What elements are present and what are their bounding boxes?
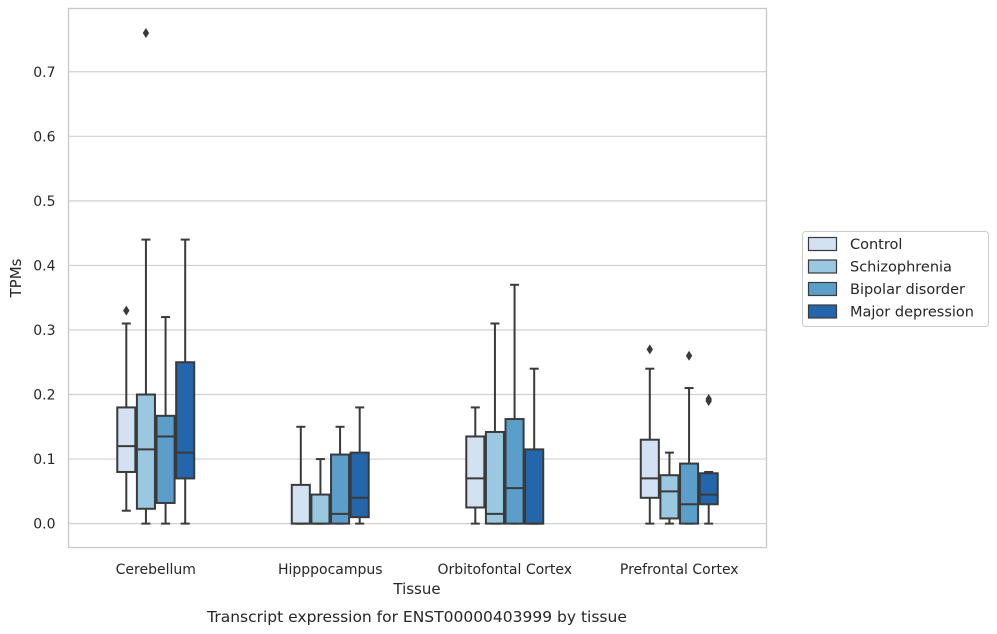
iqr-box [698, 472, 719, 506]
legend-swatch [807, 259, 838, 274]
box-0-1 [135, 28, 156, 525]
box-3-3 [698, 394, 719, 525]
iqr-box [349, 451, 370, 519]
x-tick-label: Orbitofontal Cortex [437, 562, 572, 578]
x-axis-label: Tissue [392, 580, 440, 598]
y-axis-label: TPMs [7, 258, 25, 298]
y-tick-label: 0.1 [33, 452, 55, 468]
iqr-box [465, 435, 486, 509]
legend-label: Control [850, 237, 902, 253]
legend-label: Major depression [850, 305, 974, 321]
y-tick-label: 0.2 [33, 388, 55, 404]
box-1-0 [290, 425, 311, 525]
iqr-box [484, 430, 505, 525]
box-1-1 [310, 458, 331, 525]
x-axis-ticks: Cerebellum Hipppocampus Orbitofontal Corte… [116, 562, 739, 578]
iqr-box [659, 474, 680, 520]
legend-label: Schizophrenia [850, 260, 952, 276]
box-0-0 [116, 305, 137, 512]
box-0-3 [175, 238, 196, 525]
plot-frame [67, 7, 768, 549]
outlier-point [123, 305, 130, 316]
outlier-point [646, 344, 654, 355]
legend-swatch [807, 281, 838, 297]
boxplot-layer [116, 28, 719, 525]
x-tick-label: Hipppocampus [278, 562, 383, 578]
y-tick-label: 0.5 [33, 194, 55, 210]
iqr-box [290, 483, 311, 525]
y-tick-label: 0.7 [33, 65, 55, 81]
iqr-box [155, 414, 176, 504]
box-2-2 [504, 283, 525, 525]
iqr-box [504, 418, 525, 525]
legend-items: Control Schizophrenia Bipolar disorder Majo… [807, 236, 974, 321]
legend-swatch [807, 304, 838, 319]
iqr-box [330, 453, 351, 525]
iqr-box [679, 462, 700, 525]
legend-label: Bipolar disorder [850, 282, 965, 298]
outlier-point [142, 28, 150, 39]
chart-caption: Transcript expression for ENST0000040399… [206, 608, 627, 626]
legend-swatch [807, 236, 838, 252]
box-1-2 [330, 425, 351, 525]
legend-frame [802, 231, 989, 327]
box-3-0 [639, 344, 660, 525]
box-2-0 [465, 406, 486, 525]
outlier-point [685, 350, 693, 361]
outlier-point [705, 394, 712, 405]
legend: Control Schizophrenia Bipolar disorder Majo… [802, 231, 989, 327]
y-tick-label: 0.3 [33, 323, 55, 339]
box-3-2 [679, 350, 700, 525]
iqr-box [524, 448, 545, 525]
y-tick-label: 0.0 [33, 517, 55, 533]
iqr-box [175, 361, 196, 480]
x-tick-label: Prefrontal Cortex [620, 562, 739, 578]
iqr-box [116, 406, 137, 473]
y-tick-label: 0.4 [33, 258, 55, 274]
iqr-box [639, 438, 660, 499]
y-axis-ticks: 0.0 0.1 0.2 0.3 0.4 0.5 0.6 0.7 [33, 65, 55, 533]
iqr-box [310, 493, 331, 525]
x-tick-label: Cerebellum [116, 562, 196, 578]
box-2-1 [484, 322, 505, 525]
box-3-1 [659, 451, 680, 525]
box-1-3 [349, 406, 370, 525]
box-2-3 [524, 367, 545, 525]
y-tick-label: 0.6 [33, 129, 55, 145]
iqr-box [135, 393, 156, 510]
box-0-2 [155, 316, 176, 525]
